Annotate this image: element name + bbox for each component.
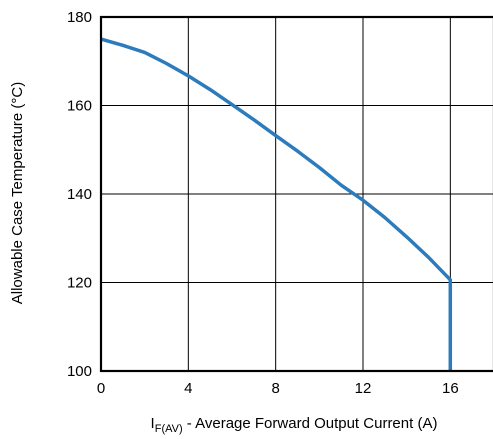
- y-tick-label: 160: [67, 98, 92, 115]
- y-axis-label: Allowable Case Temperature (°C): [9, 82, 26, 304]
- x-tick-label: 12: [355, 380, 372, 397]
- y-tick-label: 100: [67, 363, 92, 380]
- y-tick-label: 120: [67, 275, 92, 292]
- x-tick-label: 8: [271, 380, 279, 397]
- y-tick-label: 180: [67, 9, 92, 26]
- grid-lines: [101, 17, 493, 371]
- x-axis-label-rest: - Average Forward Output Current (A): [183, 415, 438, 432]
- y-tick-labels: 100 120 140 160 180: [67, 9, 92, 380]
- x-axis-label: IF(AV) - Average Forward Output Current …: [151, 415, 438, 435]
- y-tick-label: 140: [67, 186, 92, 203]
- x-tick-labels: 0 4 8 12 16: [97, 380, 459, 397]
- x-tick-label: 0: [97, 380, 105, 397]
- x-tick-label: 4: [184, 380, 192, 397]
- x-axis-label-subscript: F(AV): [155, 423, 183, 435]
- x-tick-label: 16: [442, 380, 459, 397]
